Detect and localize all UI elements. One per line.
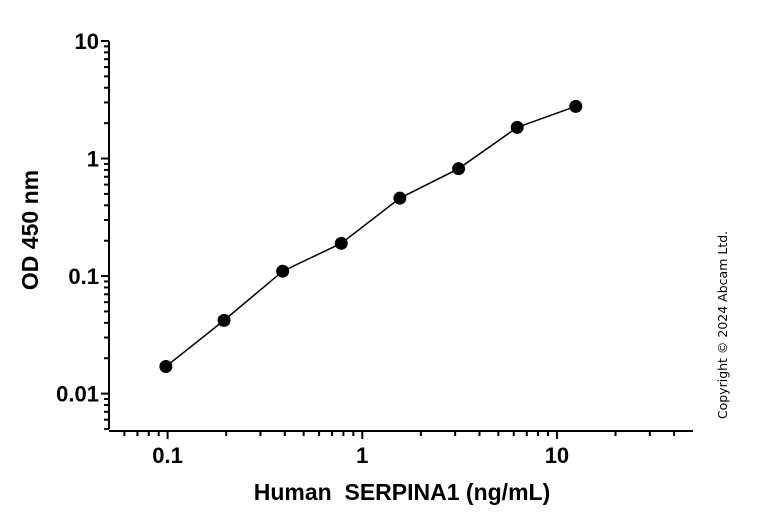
y-tick-label: 1: [87, 147, 99, 172]
x-tick-label: 1: [356, 443, 368, 468]
data-point: [159, 360, 173, 374]
data-point: [510, 120, 524, 134]
x-axis-title: Human SERPINA1 (ng/mL): [254, 479, 550, 505]
copyright-notice: Copyright © 2024 Abcam Ltd.: [715, 231, 730, 419]
data-point: [334, 236, 348, 250]
x-axis: 0.1 1 10: [109, 430, 693, 468]
series-line: [165, 105, 577, 368]
y-axis-title: OD 450 nm: [17, 170, 43, 290]
y-axis: 0.01 0.1 1 10: [56, 29, 110, 430]
plot-area: [159, 99, 583, 374]
y-tick-label: 0.01: [56, 382, 99, 407]
data-point: [569, 99, 583, 113]
x-tick-label: 10: [545, 443, 569, 468]
x-tick-label: 0.1: [152, 443, 183, 468]
data-point: [217, 313, 231, 327]
y-tick-label: 10: [75, 29, 99, 54]
data-point: [276, 264, 290, 278]
data-point: [452, 162, 466, 176]
data-point: [393, 191, 407, 205]
y-tick-label: 0.1: [68, 264, 99, 289]
